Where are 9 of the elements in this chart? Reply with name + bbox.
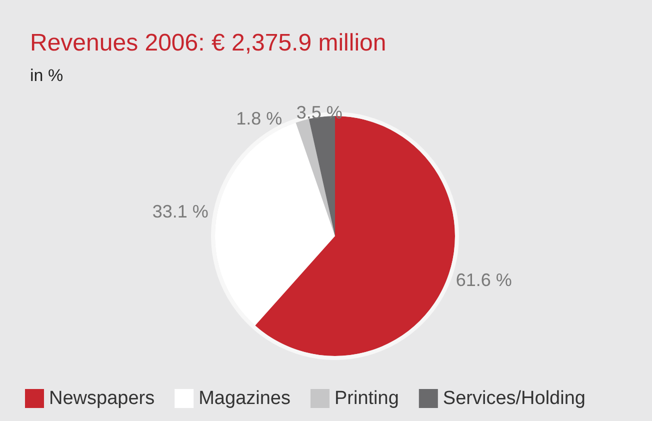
- legend-label: Newspapers: [49, 388, 155, 409]
- data-label: 1.8 %: [236, 108, 282, 129]
- data-label: 61.6 %: [456, 270, 512, 290]
- data-label: 33.1 %: [152, 202, 208, 222]
- legend-label: Printing: [334, 388, 399, 409]
- legend-label: Magazines: [198, 388, 290, 409]
- chart-subtitle: in %: [30, 66, 64, 85]
- chart-title: Revenues 2006: € 2,375.9 million: [30, 30, 386, 56]
- legend-label: Services/Holding: [442, 388, 586, 409]
